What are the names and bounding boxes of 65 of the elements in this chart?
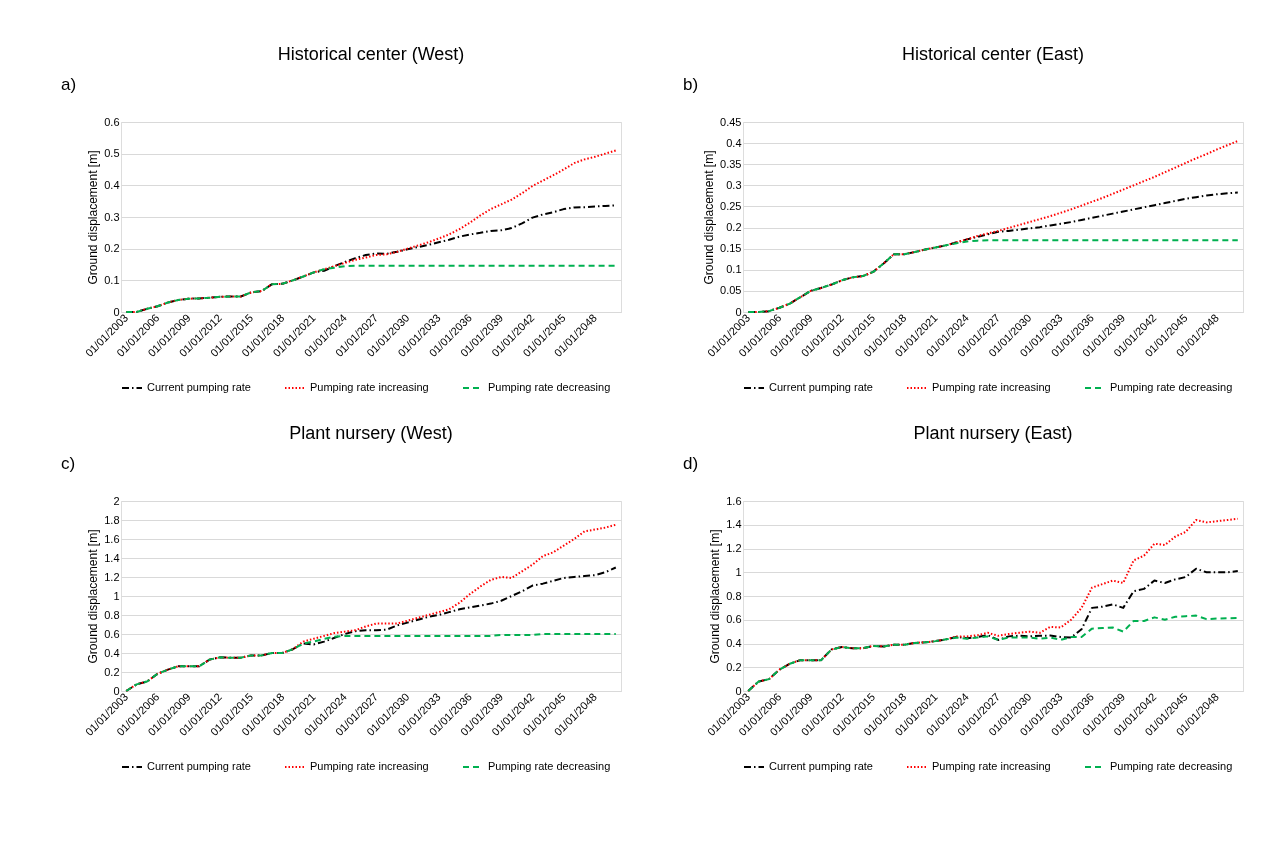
text: d): [683, 454, 699, 473]
y-tick-label: 0.15: [720, 242, 742, 255]
line-series: [125, 264, 617, 313]
y-tick-label: 0.2: [104, 242, 120, 255]
y-tick-label: 0.4: [726, 637, 742, 649]
y-tick-label: 0.8: [726, 589, 742, 602]
y-tick-label: 0: [113, 684, 120, 697]
y-tick-label: 1.6: [726, 494, 742, 507]
legend-label: Pumping rate increasing: [310, 760, 429, 772]
chart-title: Historical center (West): [277, 44, 465, 64]
legend-label: Current pumping rate: [769, 760, 873, 772]
y-tick-label: 1.4: [726, 518, 742, 531]
text: b): [683, 75, 699, 94]
chart-title: Historical center (East): [901, 44, 1085, 64]
text: c): [61, 454, 76, 473]
legend-label: Current pumping rate: [147, 381, 251, 393]
y-tick-label: 0.3: [726, 178, 742, 191]
y-tick-label: 1: [735, 565, 742, 578]
y-tick-label: 0.4: [104, 178, 120, 191]
y-tick-label: 1.2: [104, 570, 120, 583]
y-tick-label: 0.6: [726, 613, 742, 626]
y-tick-label: 0.35: [720, 157, 742, 170]
y-tick-label: 0: [735, 305, 742, 318]
legend-label: Pumping rate decreasing: [488, 381, 611, 393]
y-tick-label: 0.2: [726, 660, 742, 673]
y-axis-title: Ground displacement [m]: [86, 529, 101, 664]
y-tick-label: 0.25: [720, 199, 742, 212]
line-series: [747, 614, 1239, 692]
y-tick-label: 1.4: [104, 551, 120, 564]
legend-label: Pumping rate decreasing: [1110, 760, 1233, 772]
text: a): [61, 75, 77, 94]
legend-label: Pumping rate increasing: [932, 760, 1051, 772]
y-tick-label: 0.2: [104, 665, 120, 678]
legend-label: Pumping rate increasing: [932, 381, 1051, 393]
y-tick-label: 0.4: [104, 646, 120, 659]
y-axis-title: Ground displacement [m]: [708, 529, 723, 664]
legend-label: Pumping rate decreasing: [488, 760, 611, 772]
chart-title: Plant nursery (West): [289, 423, 453, 443]
legend-label: Pumping rate decreasing: [1110, 381, 1233, 393]
y-tick-label: 1: [113, 589, 120, 602]
y-tick-label: 0.8: [104, 608, 120, 621]
line-series: [125, 633, 617, 692]
y-tick-label: 0.6: [104, 115, 120, 128]
y-tick-label: 1.6: [104, 532, 120, 545]
y-tick-label: 0: [735, 684, 742, 697]
y-axis-title: Ground displacement [m]: [702, 150, 717, 285]
y-tick-label: 2: [113, 494, 120, 507]
chart-title: Plant nursery (East): [913, 423, 1073, 443]
y-tick-label: 0.05: [720, 284, 742, 297]
y-axis-title: Ground displacement [m]: [86, 150, 101, 285]
y-tick-label: 0: [113, 305, 120, 318]
y-tick-label: 0.6: [104, 627, 120, 640]
y-tick-label: 0.5: [104, 147, 120, 160]
legend-label: Current pumping rate: [147, 760, 251, 772]
y-tick-label: 0.1: [104, 273, 120, 286]
legend-label: Current pumping rate: [769, 381, 873, 393]
legend-label: Pumping rate increasing: [310, 381, 429, 393]
line-series: [747, 239, 1239, 313]
y-tick-label: 1.2: [726, 542, 742, 554]
y-tick-label: 1.8: [104, 513, 120, 526]
y-tick-label: 0.2: [726, 221, 742, 234]
y-tick-label: 0.1: [726, 263, 742, 276]
y-tick-label: 0.4: [726, 136, 742, 149]
y-tick-label: 0.3: [104, 210, 120, 223]
y-tick-label: 0.45: [720, 115, 742, 128]
